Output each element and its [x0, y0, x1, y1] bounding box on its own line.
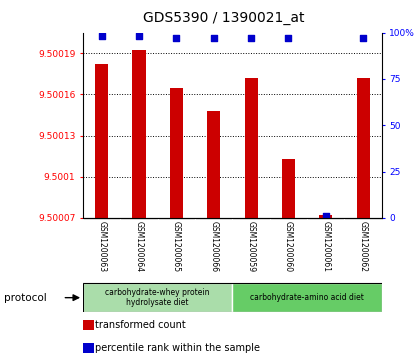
Bar: [83, 320, 94, 330]
Point: [322, 213, 329, 219]
Point: [285, 35, 292, 41]
Text: GSM1200063: GSM1200063: [97, 221, 106, 272]
Bar: [207, 111, 220, 218]
Text: GSM1200065: GSM1200065: [172, 221, 181, 272]
Bar: [356, 78, 370, 218]
Bar: [282, 159, 295, 218]
Text: GSM1200066: GSM1200066: [209, 221, 218, 272]
Text: percentile rank within the sample: percentile rank within the sample: [95, 343, 260, 353]
Text: GSM1200064: GSM1200064: [134, 221, 144, 272]
Bar: [319, 215, 332, 218]
Point: [360, 35, 366, 41]
Text: GDS5390 / 1390021_at: GDS5390 / 1390021_at: [143, 11, 305, 25]
Text: GSM1200062: GSM1200062: [359, 221, 368, 272]
Text: GSM1200059: GSM1200059: [247, 221, 256, 272]
Text: GSM1200061: GSM1200061: [321, 221, 330, 272]
FancyBboxPatch shape: [232, 283, 382, 312]
Point: [248, 35, 254, 41]
FancyBboxPatch shape: [83, 283, 232, 312]
Text: transformed count: transformed count: [95, 320, 186, 330]
Point: [173, 35, 180, 41]
Bar: [95, 64, 108, 218]
Text: carbohydrate-whey protein
hydrolysate diet: carbohydrate-whey protein hydrolysate di…: [105, 288, 210, 307]
Bar: [132, 50, 146, 218]
Text: carbohydrate-amino acid diet: carbohydrate-amino acid diet: [250, 293, 364, 302]
Text: protocol: protocol: [4, 293, 47, 303]
Point: [136, 33, 142, 39]
Bar: [83, 343, 94, 353]
Point: [98, 33, 105, 39]
Bar: [244, 78, 258, 218]
Bar: [170, 87, 183, 218]
Text: GSM1200060: GSM1200060: [284, 221, 293, 272]
Point: [210, 35, 217, 41]
